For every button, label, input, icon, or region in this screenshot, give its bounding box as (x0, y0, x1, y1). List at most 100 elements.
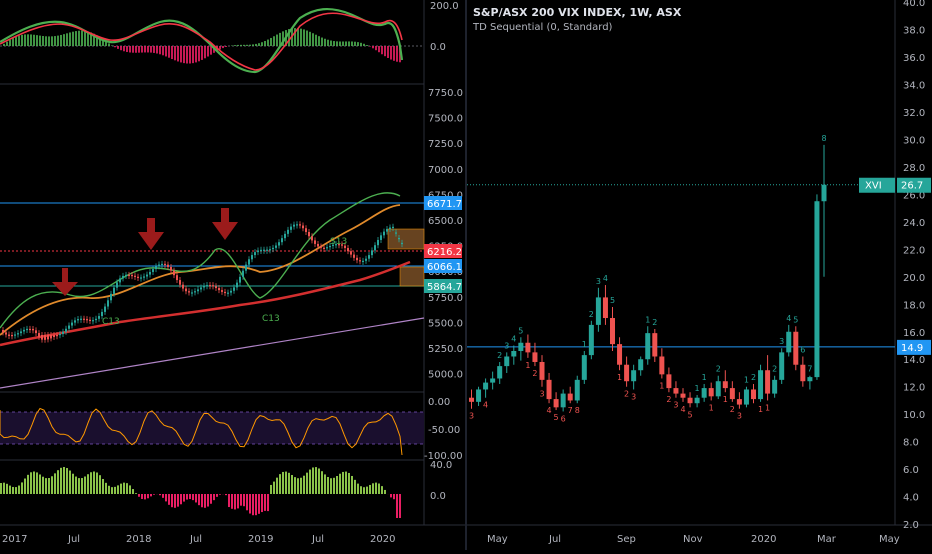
oscillator-bar (126, 483, 128, 494)
oscillator-bar (333, 478, 335, 494)
candle-body (113, 288, 115, 294)
macd-bar (309, 32, 311, 46)
time-label: 2020 (370, 534, 395, 545)
candle-body (110, 294, 112, 300)
candle-body (744, 389, 749, 404)
time-label: Jul (311, 534, 324, 545)
oscillator-bar (24, 479, 26, 494)
candle-body (659, 356, 664, 374)
candle-body (2, 330, 4, 332)
td-count-label: 1 (582, 340, 587, 349)
oscillator-bar (237, 494, 239, 508)
candle-body (631, 370, 636, 381)
oscillator-bar (297, 478, 299, 494)
annotation-c13: C13 (102, 317, 120, 327)
td-count-label: 5 (610, 296, 615, 305)
macd-bar (195, 46, 197, 62)
ma-20-line (0, 193, 400, 328)
candle-body (716, 381, 721, 396)
oscillator-bar (327, 477, 329, 494)
oscillator-bar (147, 494, 149, 498)
candle-body (176, 275, 178, 280)
macd-bar (153, 46, 155, 53)
price-axis-label: 7000.0 (428, 165, 463, 176)
td-count-label: 2 (772, 365, 777, 374)
candle-body (62, 332, 64, 334)
macd-bar (3, 44, 5, 46)
candle-body (645, 333, 650, 359)
candle-body (284, 234, 286, 238)
price-axis-label: 4.0 (903, 493, 919, 504)
candle-body (146, 275, 148, 277)
macd-bar (336, 41, 338, 46)
candle-body (41, 335, 43, 340)
oscillator-bar (180, 494, 182, 504)
td-count-label: 1 (765, 403, 770, 412)
oscillator-bar (399, 494, 401, 518)
candle-body (59, 334, 61, 335)
macd-bar (138, 46, 140, 53)
macd-bar (186, 46, 188, 63)
td-count-label: 2 (751, 373, 756, 382)
price-axis[interactable]: 40.038.036.034.032.030.028.026.024.022.0… (903, 0, 925, 531)
td-count-label: 2 (624, 390, 629, 399)
macd-bar (207, 46, 209, 57)
indicator-legend[interactable]: TD Sequential (0, Standard) (473, 22, 612, 33)
macd-bar (171, 46, 173, 59)
candle-body (389, 228, 391, 230)
candle-body (20, 331, 22, 333)
time-label: Jul (189, 534, 202, 545)
candle-body (652, 333, 657, 356)
macd-bar (354, 42, 356, 46)
price-axis[interactable]: 7750.07500.07250.07000.06750.06500.06250… (428, 88, 463, 381)
candle-body (504, 356, 509, 366)
right-chart-panel[interactable]: S&P/ASX 200 VIX INDEX, 1W, ASX TD Sequen… (467, 0, 932, 550)
candle-body (490, 378, 495, 382)
macd-bar (312, 33, 314, 46)
oscillator-bar (57, 470, 59, 494)
candle-body (218, 288, 220, 290)
candle-body (272, 248, 274, 249)
candle-body (311, 236, 313, 240)
oscillator-bar (102, 479, 104, 494)
candle-body (371, 250, 373, 255)
hist-axis-label: 0.0 (430, 491, 446, 502)
macd-bar (144, 46, 146, 52)
macd-bar (6, 42, 8, 46)
candle-body (483, 383, 488, 390)
oscillator-bar (18, 486, 20, 494)
oscillator-bar (351, 476, 353, 494)
macd-bar (240, 45, 242, 46)
candle-body (161, 264, 163, 265)
candle-body (14, 334, 16, 335)
candle-body (525, 343, 530, 353)
price-axis-label: 22.0 (903, 245, 925, 256)
candle-body (786, 332, 791, 353)
time-label: 2020 (751, 534, 776, 545)
price-axis-label: 34.0 (903, 80, 925, 91)
candle-body (582, 355, 587, 380)
candle-body (377, 240, 379, 245)
macd-bar (84, 31, 86, 46)
oscillator-bar (33, 471, 35, 494)
td-count-label: 3 (631, 392, 636, 401)
td-count-label: 8 (575, 406, 580, 415)
oscillator-bar (198, 494, 200, 505)
oscillator-bar (207, 494, 209, 507)
candle-body (182, 285, 184, 289)
oscillator-bar (273, 482, 275, 494)
candle-body (320, 246, 322, 247)
oscillator-bar (267, 494, 269, 511)
macd-bar (345, 41, 347, 46)
candle-body (476, 389, 481, 401)
macd-bar (303, 29, 305, 46)
oscillator-bar (321, 471, 323, 494)
macd-bar (18, 36, 20, 46)
macd-bar (135, 46, 137, 53)
candle-body (35, 330, 37, 333)
macd-bar (39, 36, 41, 46)
oscillator-bar (114, 487, 116, 494)
left-chart-canvas[interactable]: C13 C13 S13 200.0 0.0 7750.07500.07250.0… (0, 0, 465, 550)
